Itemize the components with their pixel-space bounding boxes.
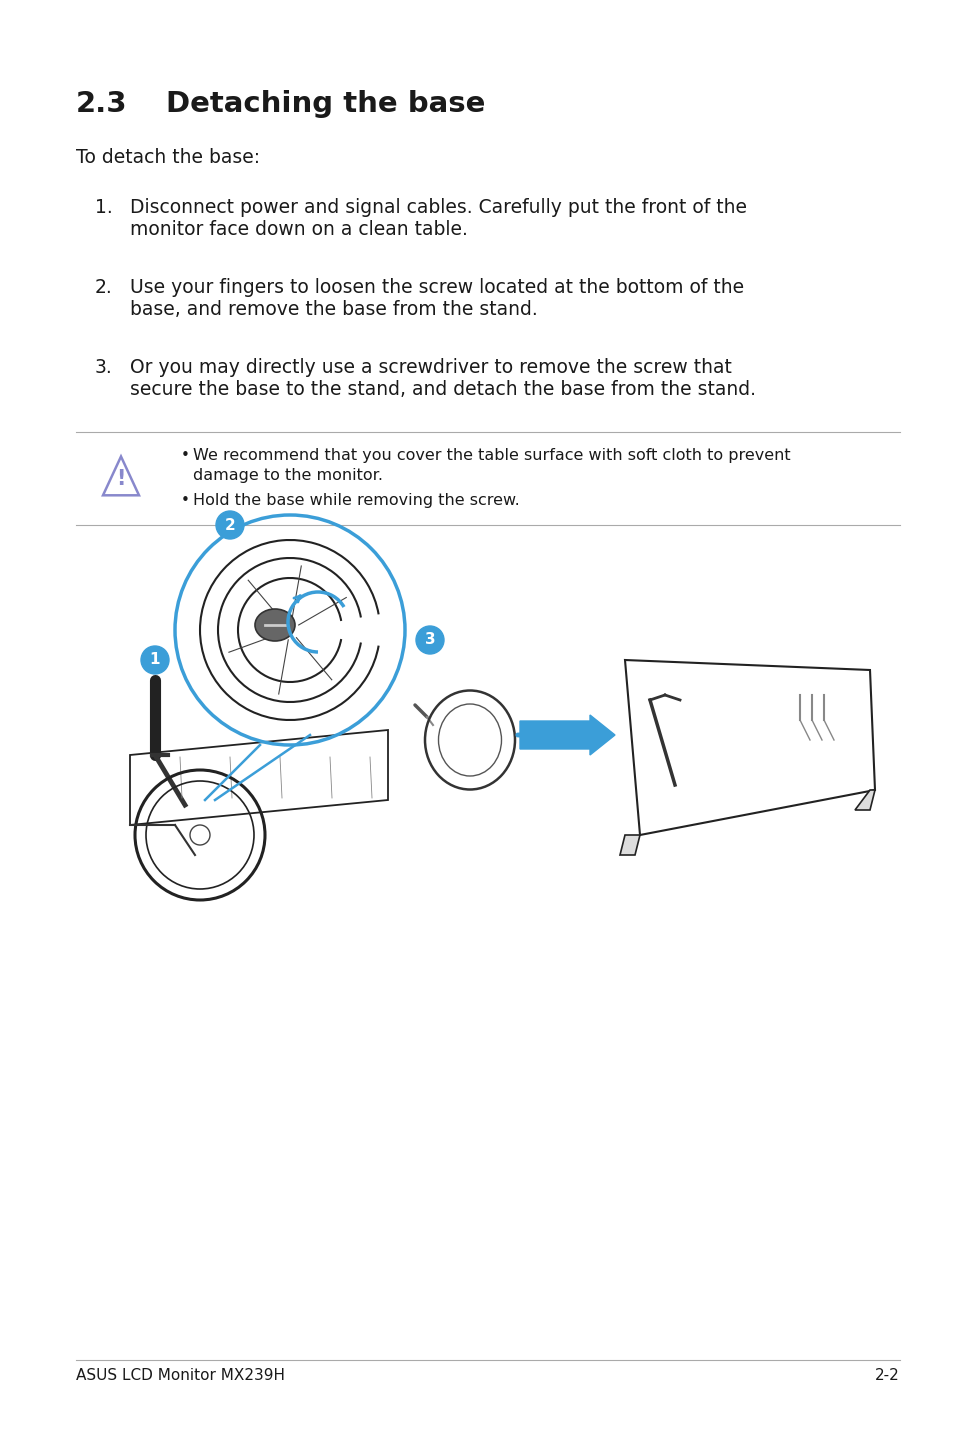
Text: Or you may directly use a screwdriver to remove the screw that: Or you may directly use a screwdriver to… xyxy=(130,358,731,377)
Text: monitor face down on a clean table.: monitor face down on a clean table. xyxy=(130,220,467,239)
Text: Use your fingers to loosen the screw located at the bottom of the: Use your fingers to loosen the screw loc… xyxy=(130,278,743,298)
Ellipse shape xyxy=(254,610,294,641)
Circle shape xyxy=(416,626,443,654)
Text: 2-2: 2-2 xyxy=(874,1368,899,1383)
Text: •: • xyxy=(181,449,190,463)
Text: Detaching the base: Detaching the base xyxy=(166,91,485,118)
Text: 2: 2 xyxy=(224,518,235,532)
Text: To detach the base:: To detach the base: xyxy=(76,148,260,167)
FancyArrow shape xyxy=(519,715,615,755)
Text: ASUS LCD Monitor MX239H: ASUS LCD Monitor MX239H xyxy=(76,1368,285,1383)
Text: 3.: 3. xyxy=(95,358,112,377)
Circle shape xyxy=(215,510,244,539)
Polygon shape xyxy=(619,835,639,856)
Polygon shape xyxy=(854,789,874,810)
Text: 2.3: 2.3 xyxy=(76,91,128,118)
Text: 1.: 1. xyxy=(95,198,112,217)
Text: Disconnect power and signal cables. Carefully put the front of the: Disconnect power and signal cables. Care… xyxy=(130,198,746,217)
Text: base, and remove the base from the stand.: base, and remove the base from the stand… xyxy=(130,301,537,319)
Text: secure the base to the stand, and detach the base from the stand.: secure the base to the stand, and detach… xyxy=(130,380,755,398)
Text: 1: 1 xyxy=(150,653,160,667)
Text: damage to the monitor.: damage to the monitor. xyxy=(193,467,382,483)
Text: 2.: 2. xyxy=(95,278,112,298)
Text: 3: 3 xyxy=(424,633,435,647)
Text: !: ! xyxy=(116,469,126,489)
Text: Hold the base while removing the screw.: Hold the base while removing the screw. xyxy=(193,493,519,508)
Text: •: • xyxy=(181,493,190,508)
Circle shape xyxy=(141,646,169,674)
Text: We recommend that you cover the table surface with soft cloth to prevent: We recommend that you cover the table su… xyxy=(193,449,790,463)
